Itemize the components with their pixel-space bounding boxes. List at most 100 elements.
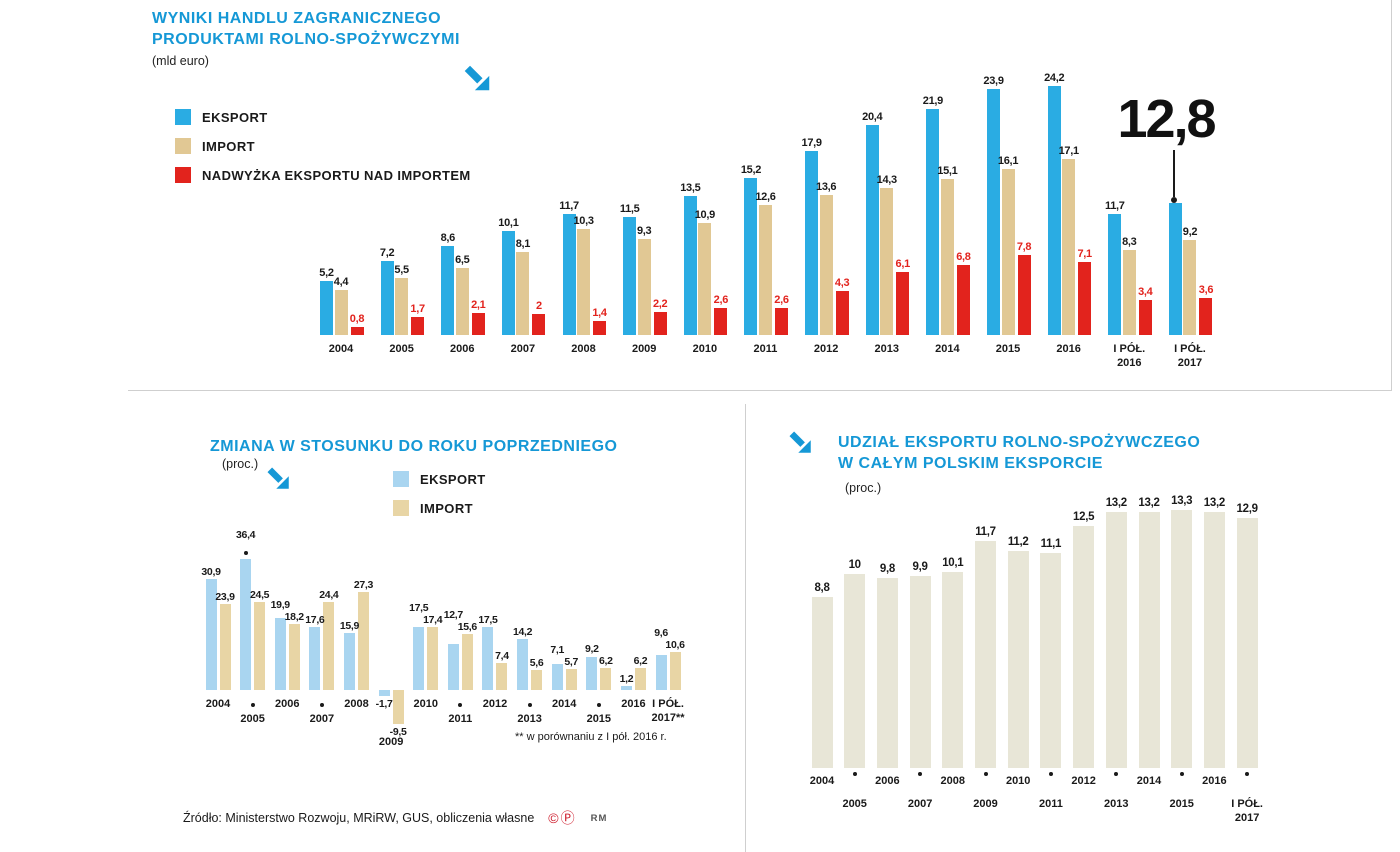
bar-eksport: [562, 214, 576, 335]
x-axis-label: 2008: [940, 775, 966, 787]
bar-value-label: 0,8: [349, 312, 365, 325]
x-axis-label: 2014: [551, 698, 577, 710]
bar-value-label: 7,1: [1077, 247, 1092, 260]
bar-eksport: [620, 685, 632, 690]
x-axis-label: 2015: [586, 713, 612, 725]
x-axis-label: 2012: [482, 698, 508, 710]
bar-import: [395, 278, 409, 335]
bar-value-label: 5,5: [394, 264, 409, 277]
bar-value-label: 36,4: [235, 528, 256, 541]
x-axis-label: 2016: [1202, 775, 1227, 787]
x-axis-label: 2010: [413, 698, 438, 710]
source-text: Źródło: Ministerstwo Rozwoju, MRiRW, GUS…: [183, 811, 535, 825]
legend-item-import: IMPORT: [175, 138, 471, 154]
bar-value-label: 9,6: [654, 626, 668, 639]
bar-udzial: [1073, 525, 1095, 768]
label-leader-dot: [1048, 772, 1053, 776]
x-axis-label: I PÓŁ. 2017**: [651, 698, 685, 724]
right-chart-title-line2: W CAŁYM POLSKIM EKSPORCIE: [838, 455, 1103, 473]
bar-value-label: 9,9: [912, 560, 928, 573]
bar-import: [392, 690, 404, 725]
bar-eksport: [744, 178, 758, 335]
bar-udzial: [909, 575, 931, 768]
bar-value-label: 5,7: [564, 656, 579, 669]
bar-value-label: 10: [848, 559, 862, 571]
top-chart-title-line1: WYNIKI HANDLU ZAGRANICZNEGO: [152, 10, 442, 27]
left-chart-title: ZMIANA W STOSUNKU DO ROKU POPRZEDNIEGO: [210, 438, 618, 455]
legend-label: EKSPORT: [420, 471, 486, 487]
bar-nadwyzka: [1138, 299, 1152, 335]
bar-value-label: 9,8: [879, 562, 895, 575]
bar-eksport: [205, 578, 217, 690]
bar-value-label: 7,2: [379, 246, 395, 259]
bar-value-label: 5,6: [529, 656, 544, 669]
bar-eksport: [1047, 85, 1061, 335]
bar-import: [334, 289, 348, 335]
bar-import: [600, 667, 612, 690]
bar-value-label: 8,1: [515, 237, 531, 250]
bar-udzial: [1105, 511, 1127, 768]
bar-value-label: -9,5: [389, 726, 407, 739]
bar-nadwyzka: [653, 312, 667, 335]
x-axis-label: 2015: [995, 343, 1021, 355]
bar-value-label: 8,8: [814, 582, 830, 595]
legend-label: IMPORT: [420, 500, 473, 516]
legend-label: NADWYŻKA EKSPORTU NAD IMPORTEM: [202, 167, 471, 183]
legend-swatch-eksport: [393, 471, 409, 487]
bar-value-label: 9,2: [1182, 226, 1198, 239]
bar-value-label: 2,6: [774, 294, 789, 307]
source-line: Źródło: Ministerstwo Rozwoju, MRiRW, GUS…: [183, 808, 607, 828]
bar-value-label: 12,6: [755, 191, 776, 204]
bar-value-label: 3,6: [1198, 283, 1214, 296]
bar-import: [455, 268, 469, 335]
bar-eksport: [343, 632, 355, 690]
right-chart-unit-label: (proc.): [845, 481, 882, 495]
x-axis-label: 2005: [389, 343, 414, 355]
bar-value-label: 6,8: [956, 250, 971, 263]
bar-value-label: 4,4: [333, 275, 349, 288]
down-right-arrow-icon: [267, 467, 289, 489]
bar-value-label: 15,1: [937, 165, 958, 178]
bar-import: [637, 239, 651, 335]
bar-value-label: 17,9: [801, 136, 823, 149]
legend-swatch-import: [175, 138, 191, 154]
label-leader-dot: [918, 772, 923, 776]
bar-value-label: 15,2: [740, 164, 762, 177]
x-axis-label: I PÓŁ. 2016: [1113, 343, 1146, 369]
legend-item-import: IMPORT: [393, 500, 486, 516]
bar-value-label: 1,2: [619, 672, 634, 685]
bar-value-label: 6,2: [633, 654, 648, 667]
bar-import: [219, 603, 231, 690]
export-first-half-2017-callout: 12,8: [1117, 89, 1216, 149]
x-axis-label: 2010: [1005, 775, 1031, 787]
label-leader-dot: [1114, 772, 1119, 776]
label-leader-dot: [852, 772, 857, 776]
bar-eksport: [447, 644, 459, 690]
bar-udzial: [1236, 517, 1258, 768]
bar-import: [254, 601, 266, 690]
bar-udzial: [975, 541, 996, 768]
bar-eksport: [378, 690, 390, 697]
bar-value-label: 17,5: [409, 602, 429, 615]
bar-nadwyzka: [532, 314, 546, 335]
bar-value-label: 4,3: [834, 276, 850, 289]
bar-import: [880, 187, 894, 335]
bar-value-label: 16,1: [997, 155, 1019, 168]
legend-item-eksport: EKSPORT: [175, 109, 471, 125]
bar-eksport: [320, 281, 333, 335]
bar-value-label: 13,2: [1105, 496, 1127, 509]
bar-value-label: 14,3: [876, 173, 898, 186]
bar-udzial: [1138, 511, 1160, 768]
down-right-arrow-icon: [464, 65, 490, 91]
x-axis-label: 2007: [510, 343, 536, 355]
top-chart-title-line2: PRODUKTAMI ROLNO-SPOŻYWCZYMI: [152, 31, 460, 49]
bar-udzial: [1007, 550, 1029, 768]
legend-item-nadwyzka: NADWYŻKA EKSPORTU NAD IMPORTEM: [175, 167, 471, 183]
label-leader-dot: [596, 703, 601, 707]
bar-value-label: 14,2: [512, 625, 533, 638]
bar-value-label: 2,1: [471, 299, 486, 312]
bar-nadwyzka: [593, 320, 607, 335]
bar-import: [516, 251, 530, 335]
